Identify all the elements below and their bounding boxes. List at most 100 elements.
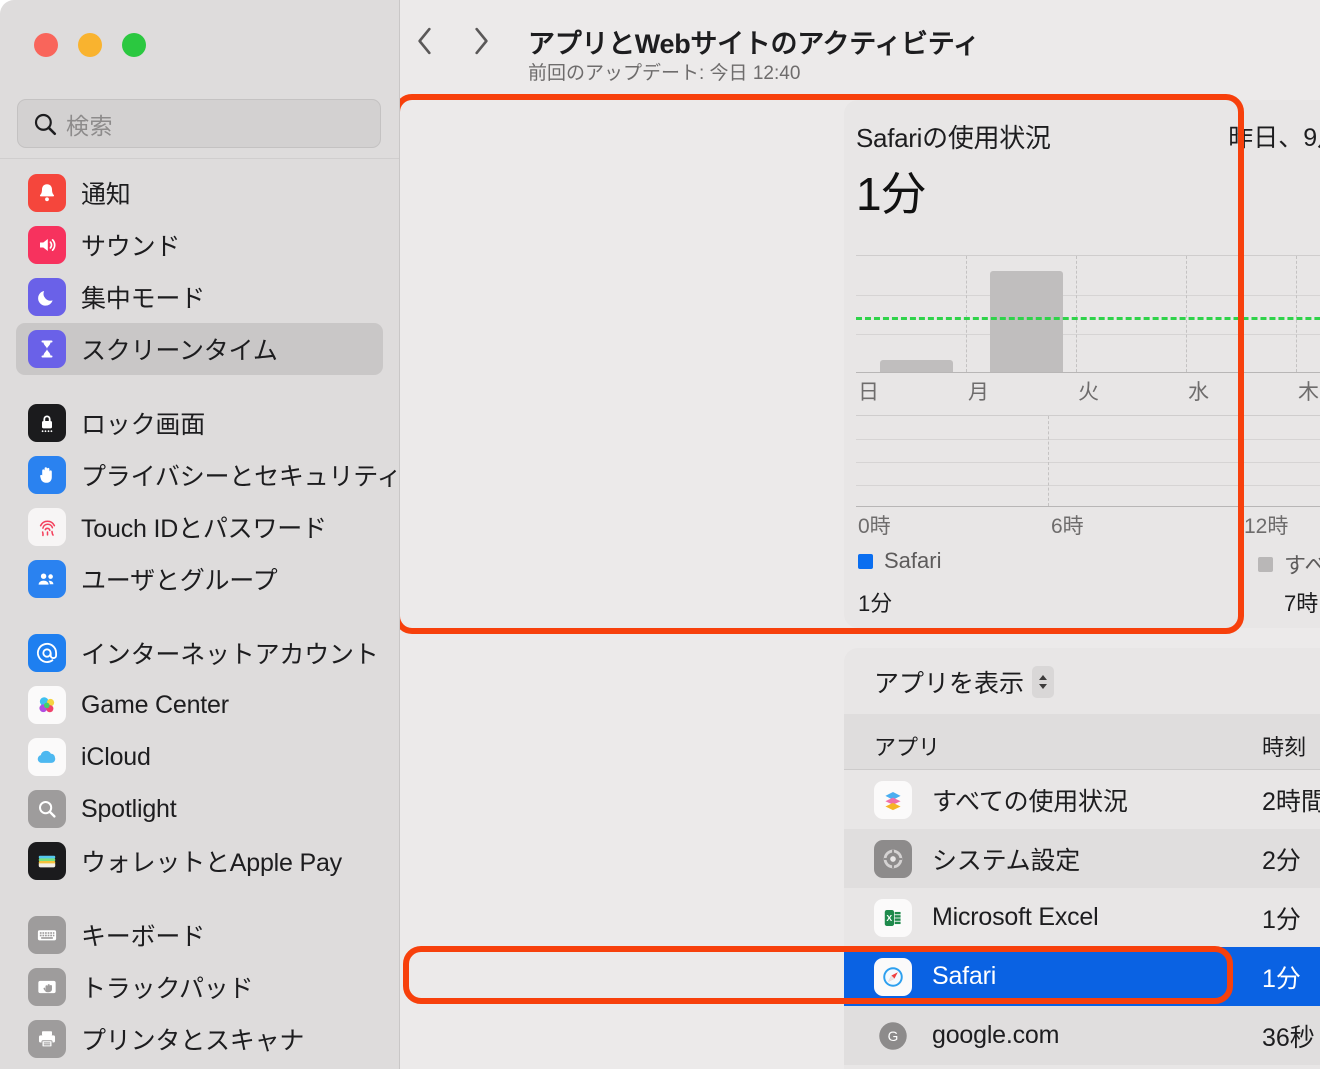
gridline-vertical xyxy=(1296,256,1297,372)
legend-value-average: 7時間20分 xyxy=(1284,591,1320,616)
sidebar-item-label: 集中モード xyxy=(81,285,206,313)
gridline-vertical xyxy=(1076,256,1077,372)
zoom-button[interactable] xyxy=(122,33,146,57)
bell-icon xyxy=(28,174,66,212)
legend-label: すべてのスクリーンタイムの平均 xyxy=(1284,553,1320,578)
sidebar-item-screen-time[interactable]: スクリーンタイム xyxy=(16,323,383,375)
table-cell-time: 2時間 xyxy=(1262,787,1320,816)
sidebar-item-label: インターネットアカウント xyxy=(81,641,379,669)
chevron-right-icon[interactable] xyxy=(468,22,494,60)
legend-value-safari: 1分 xyxy=(858,591,893,616)
x-tick-label: 0時 xyxy=(858,515,891,538)
page-title: アプリとWebサイトのアクティビティ xyxy=(528,29,980,59)
sidebar-item-users-groups[interactable]: ユーザとグループ xyxy=(16,553,383,605)
sidebar-item-privacy-security[interactable]: プライバシーとセキュリティ xyxy=(16,449,399,501)
x-tick-label: 水 xyxy=(1188,381,1209,404)
hourly-chart-plot xyxy=(856,415,1320,507)
hourly-chart-x-labels: 0時 6時 12時 18時 xyxy=(856,510,1320,538)
table-row[interactable]: システム設定 2分 xyxy=(844,829,1320,888)
sidebar-item-internet-accounts[interactable]: インターネットアカウント xyxy=(16,627,383,679)
table-row-safari-selected[interactable]: Safari 1分 xyxy=(844,947,1320,1006)
x-tick-label: 木 xyxy=(1298,381,1319,404)
table-row[interactable]: G google.com 36秒 xyxy=(844,1006,1320,1065)
trackpad-icon xyxy=(28,968,66,1006)
close-button[interactable] xyxy=(34,33,58,57)
sidebar-item-label: Spotlight xyxy=(81,794,177,823)
x-tick-label: 火 xyxy=(1078,381,1099,404)
table-cell-app-name: すべての使用状況 xyxy=(932,787,1128,816)
sidebar-divider xyxy=(0,158,399,159)
date-picker[interactable]: 昨日、9月29日 xyxy=(1228,118,1320,154)
table-row[interactable]: X Microsoft Excel 1分 xyxy=(844,888,1320,947)
gridline-vertical xyxy=(1048,416,1049,506)
table-row[interactable]: すべての使用状況 2時間 xyxy=(844,770,1320,829)
speaker-icon xyxy=(28,226,66,264)
sidebar-search-placeholder: 検索 xyxy=(66,112,113,139)
column-header-app[interactable]: アプリ xyxy=(874,735,941,760)
gridline xyxy=(856,295,1320,296)
sidebar-item-printers-scanners[interactable]: プリンタとスキャナ xyxy=(16,1013,383,1065)
table-body: すべての使用状況 2時間 システム設定 2分 X Microsoft xyxy=(844,770,1320,1069)
sidebar-item-label: ユーザとグループ xyxy=(81,567,278,595)
x-tick-label: 12時 xyxy=(1244,515,1289,538)
sidebar-item-touch-id[interactable]: Touch IDとパスワード xyxy=(16,501,383,553)
sidebar-item-label: Game Center xyxy=(81,690,229,719)
sidebar: 検索 通知 サウンド xyxy=(0,0,400,1069)
sidebar-item-wallet-apple-pay[interactable]: ウォレットとApple Pay xyxy=(16,835,383,887)
sidebar-group-gap xyxy=(0,605,399,627)
system-settings-icon xyxy=(874,839,912,878)
show-apps-dropdown[interactable]: アプリを表示 xyxy=(874,664,1055,700)
sidebar-scroll-area[interactable]: 通知 サウンド 集中モード スクリーンタイム xyxy=(0,158,399,1069)
sidebar-item-lock-screen[interactable]: ロック画面 xyxy=(16,397,383,449)
table-cell-time: 1分 xyxy=(1262,905,1301,934)
column-header-time[interactable]: 時刻 xyxy=(1262,735,1307,760)
gridline-vertical xyxy=(966,256,967,372)
hand-icon xyxy=(28,456,66,494)
navigation-arrows xyxy=(412,22,494,60)
sidebar-item-label: ロック画面 xyxy=(81,411,206,439)
table-cell-app-name: システム設定 xyxy=(932,846,1081,875)
sidebar-item-spotlight[interactable]: Spotlight xyxy=(16,783,383,835)
gridline-vertical xyxy=(1241,416,1242,506)
users-icon xyxy=(28,560,66,598)
magnifier-icon xyxy=(28,790,66,828)
sidebar-item-label: iCloud xyxy=(81,742,151,771)
sidebar-item-sound[interactable]: サウンド xyxy=(16,219,383,271)
sidebar-item-label: 通知 xyxy=(81,181,131,209)
show-apps-label: アプリを表示 xyxy=(874,670,1025,698)
sidebar-item-keyboard[interactable]: キーボード xyxy=(16,909,383,961)
weekly-chart-plot xyxy=(856,255,1320,373)
gridline xyxy=(856,462,1320,463)
gridline xyxy=(856,439,1320,440)
sidebar-item-focus[interactable]: 集中モード xyxy=(16,271,383,323)
all-usage-icon xyxy=(874,780,912,819)
sidebar-item-icloud[interactable]: iCloud xyxy=(16,731,383,783)
chevron-updown-icon[interactable] xyxy=(1032,666,1055,698)
sidebar-search-field[interactable]: 検索 xyxy=(17,99,381,148)
x-tick-label: 6時 xyxy=(1051,515,1084,538)
date-picker-value: 昨日、9月29日 xyxy=(1228,124,1320,152)
sidebar-item-label: スクリーンタイム xyxy=(81,337,278,365)
table-cell-time: 36秒 xyxy=(1262,1023,1315,1052)
average-line xyxy=(856,317,1320,320)
table-cell-time: 2分 xyxy=(1262,846,1301,875)
table-header-row: アプリ 時刻 制限 xyxy=(844,714,1320,770)
sidebar-item-game-center[interactable]: Game Center xyxy=(16,679,383,731)
sidebar-item-label: プリンタとスキャナ xyxy=(81,1027,305,1055)
svg-text:G: G xyxy=(888,1029,899,1044)
usage-total-value: 1分 xyxy=(856,168,927,220)
bar-monday xyxy=(990,271,1063,372)
legend-item-average: すべてのスクリーンタイムの平均 xyxy=(1258,548,1320,580)
sidebar-item-notifications[interactable]: 通知 xyxy=(16,167,383,219)
printer-icon xyxy=(28,1020,66,1058)
sidebar-group-gap xyxy=(0,375,399,397)
gridline-vertical xyxy=(1186,256,1187,372)
minimize-button[interactable] xyxy=(78,33,102,57)
chevron-left-icon[interactable] xyxy=(412,22,438,60)
fingerprint-icon xyxy=(28,508,66,546)
hourglass-icon xyxy=(28,330,66,368)
window-traffic-lights xyxy=(34,33,146,57)
sidebar-item-label: サウンド xyxy=(81,233,181,261)
sidebar-item-trackpad[interactable]: トラックパッド xyxy=(16,961,383,1013)
table-cell-app-name: google.com xyxy=(932,1021,1060,1049)
